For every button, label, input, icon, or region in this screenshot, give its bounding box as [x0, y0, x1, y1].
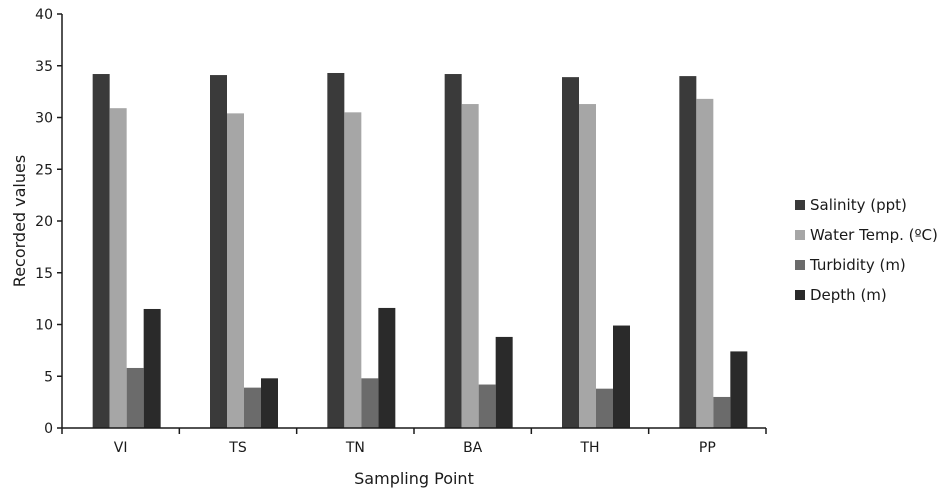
bar-pp-series-2 [696, 98, 714, 429]
bar-vi-series-2 [109, 108, 127, 428]
bar-th-series-3 [596, 388, 613, 428]
legend-swatch [795, 260, 805, 270]
bar-tn-series-2 [344, 112, 362, 428]
x-tick-label: PP [699, 440, 716, 456]
y-axis-title: Recorded values [10, 155, 29, 287]
y-tick-label: 40 [35, 7, 53, 23]
bar-ba-series-4 [495, 336, 513, 428]
bar-tn-series-3 [361, 378, 379, 428]
bar-th-series-4 [613, 325, 630, 428]
bar-pp-series-1 [679, 76, 697, 428]
x-tick-label: VI [114, 440, 128, 456]
bar-th-series-2 [579, 104, 596, 429]
y-tick-label: 10 [35, 318, 53, 334]
bars [92, 72, 748, 429]
x-tick-label: BA [463, 440, 483, 456]
bar-ba-series-3 [478, 384, 496, 428]
y-tick-label: 35 [35, 59, 53, 75]
legend-swatch [795, 200, 805, 210]
bar-ba-series-1 [444, 74, 462, 428]
bar-ts-series-1 [210, 75, 227, 428]
legend-label: Salinity (ppt) [810, 196, 907, 214]
legend-label: Water Temp. (ºC) [810, 226, 938, 244]
y-tick-label: 0 [44, 421, 53, 437]
bar-ts-series-2 [227, 113, 244, 429]
y-tick-label: 25 [35, 162, 53, 178]
bar-ba-series-2 [461, 104, 479, 429]
bar-th-series-1 [562, 77, 579, 428]
legend-label: Turbidity (m) [809, 256, 906, 274]
legend-swatch [795, 230, 805, 240]
bar-vi-series-4 [143, 308, 161, 428]
y-tick-label: 5 [44, 369, 53, 385]
bar-ts-series-3 [244, 387, 261, 428]
x-axis-title: Sampling Point [354, 469, 474, 488]
legend-label: Depth (m) [810, 286, 887, 304]
legend: Salinity (ppt) Water Temp. (ºC) Turbidity … [795, 196, 938, 304]
y-tick-label: 20 [35, 214, 53, 230]
bar-vi-series-1 [92, 74, 110, 428]
bar-pp-series-3 [713, 396, 731, 428]
bar-vi-series-3 [126, 367, 144, 428]
x-axis-ticks: VI TS TN BA TH PP [61, 428, 767, 456]
bar-tn-series-4 [378, 307, 396, 428]
y-tick-label: 30 [35, 111, 53, 127]
y-axis-ticks: 0 5 10 15 20 25 30 35 40 [35, 7, 62, 437]
x-tick-label: TN [345, 440, 365, 456]
x-tick-label: TH [579, 440, 599, 456]
legend-swatch [795, 290, 805, 300]
x-tick-label: TS [228, 440, 247, 456]
bar-pp-series-4 [730, 351, 748, 428]
y-tick-label: 15 [35, 266, 53, 282]
bar-tn-series-1 [327, 72, 345, 429]
bar-ts-series-4 [261, 378, 278, 428]
